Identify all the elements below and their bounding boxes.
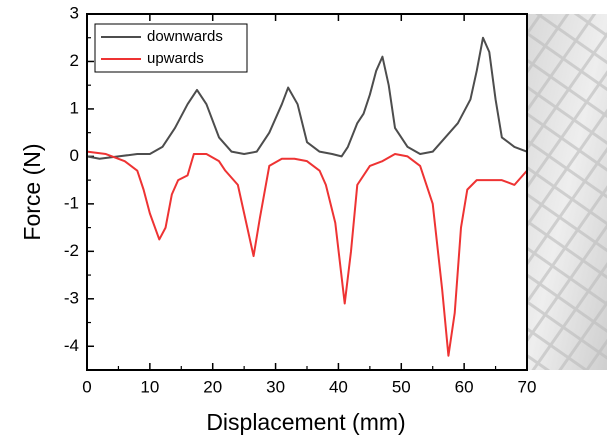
x-tick-label: 70 <box>518 377 537 396</box>
x-tick-label: 40 <box>329 377 348 396</box>
x-tick-label: 50 <box>392 377 411 396</box>
x-axis-label: Displacement (mm) <box>206 409 405 435</box>
series-line <box>86 36 528 160</box>
photo-texture <box>527 14 607 370</box>
y-tick-label: -3 <box>64 288 79 307</box>
y-axis-label: Force (N) <box>19 143 45 240</box>
legend-box <box>94 23 248 73</box>
y-tick-label: 2 <box>70 51 79 70</box>
legend-label: upwards <box>147 50 204 67</box>
y-tick-label: -4 <box>64 336 79 355</box>
x-tick-label: 60 <box>455 377 474 396</box>
x-tick-label: 20 <box>203 377 222 396</box>
y-tick-label: 3 <box>70 3 79 22</box>
x-tick-label: 30 <box>266 377 285 396</box>
y-tick-label: -2 <box>64 241 79 260</box>
y-tick-label: 0 <box>70 146 79 165</box>
plot-frame <box>86 13 528 371</box>
y-tick-label: 1 <box>70 98 79 117</box>
x-tick-label: 0 <box>82 377 91 396</box>
legend-label: downwards <box>147 28 223 45</box>
series-line <box>86 150 528 357</box>
x-tick-label: 10 <box>140 377 159 396</box>
y-tick-label: -1 <box>64 193 79 212</box>
